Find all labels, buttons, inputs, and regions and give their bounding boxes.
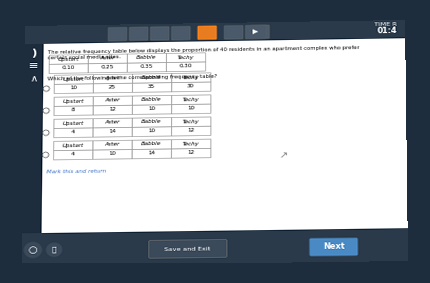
FancyBboxPatch shape <box>0 0 430 283</box>
